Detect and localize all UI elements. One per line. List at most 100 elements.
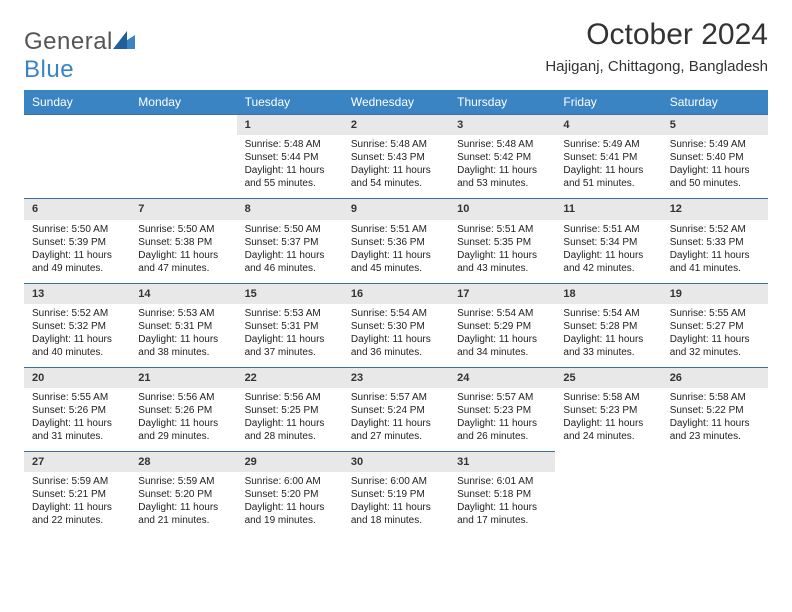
sunset-line: Sunset: 5:26 PM [32, 404, 122, 417]
day-cell: 6Sunrise: 5:50 AMSunset: 5:39 PMDaylight… [24, 199, 130, 283]
sunrise-value: 6:01 AM [497, 476, 534, 487]
daylight-line: Daylight: 11 hours and 31 minutes. [32, 417, 122, 443]
daylight-value: 11 hours and 37 minutes. [245, 334, 325, 358]
sunrise-line: Sunrise: 5:57 AM [351, 391, 441, 404]
sunset-line: Sunset: 5:19 PM [351, 488, 441, 501]
sunrise-value: 5:52 AM [709, 224, 746, 235]
day-number: 13 [24, 284, 130, 304]
day-number: 8 [237, 199, 343, 219]
sunset-line: Sunset: 5:43 PM [351, 151, 441, 164]
daylight-value: 11 hours and 24 minutes. [563, 418, 643, 442]
sunrise-value: 5:56 AM [178, 392, 215, 403]
day-cell: 3Sunrise: 5:48 AMSunset: 5:42 PMDaylight… [449, 115, 555, 199]
daylight-value: 11 hours and 22 minutes. [32, 502, 112, 526]
sunset-value: 5:20 PM [175, 489, 212, 500]
daylight-value: 11 hours and 55 minutes. [245, 165, 325, 189]
sunrise-value: 5:51 AM [497, 224, 534, 235]
page-title: October 2024 [545, 18, 768, 52]
empty-cell [555, 452, 661, 536]
day-entry: Sunrise: 5:48 AMSunset: 5:44 PMDaylight:… [237, 135, 343, 198]
day-entry: Sunrise: 5:55 AMSunset: 5:27 PMDaylight:… [662, 304, 768, 367]
sunset-value: 5:31 PM [281, 321, 318, 332]
day-entry: Sunrise: 5:50 AMSunset: 5:37 PMDaylight:… [237, 220, 343, 283]
daylight-line: Daylight: 11 hours and 55 minutes. [245, 164, 335, 190]
sunset-line: Sunset: 5:21 PM [32, 488, 122, 501]
sunrise-line: Sunrise: 5:56 AM [138, 391, 228, 404]
day-cell: 22Sunrise: 5:56 AMSunset: 5:25 PMDayligh… [237, 367, 343, 451]
sunset-line: Sunset: 5:23 PM [457, 404, 547, 417]
day-number: 26 [662, 368, 768, 388]
day-cell: 26Sunrise: 5:58 AMSunset: 5:22 PMDayligh… [662, 367, 768, 451]
sunset-value: 5:24 PM [388, 405, 425, 416]
daylight-value: 11 hours and 46 minutes. [245, 250, 325, 274]
sunrise-line: Sunrise: 5:53 AM [138, 307, 228, 320]
sunrise-value: 5:50 AM [284, 224, 321, 235]
sunrise-line: Sunrise: 5:48 AM [245, 138, 335, 151]
daylight-value: 11 hours and 43 minutes. [457, 250, 537, 274]
daylight-value: 11 hours and 34 minutes. [457, 334, 537, 358]
sunrise-value: 5:50 AM [71, 224, 108, 235]
day-entry: Sunrise: 5:48 AMSunset: 5:42 PMDaylight:… [449, 135, 555, 198]
daylight-value: 11 hours and 47 minutes. [138, 250, 218, 274]
day-entry: Sunrise: 5:58 AMSunset: 5:22 PMDaylight:… [662, 388, 768, 451]
sunrise-line: Sunrise: 5:59 AM [138, 475, 228, 488]
day-number: 4 [555, 115, 661, 135]
sunrise-line: Sunrise: 5:54 AM [563, 307, 653, 320]
day-entry: Sunrise: 5:50 AMSunset: 5:38 PMDaylight:… [130, 220, 236, 283]
day-number: 21 [130, 368, 236, 388]
sunrise-line: Sunrise: 5:50 AM [245, 223, 335, 236]
sunrise-value: 5:49 AM [709, 139, 746, 150]
daylight-value: 11 hours and 42 minutes. [563, 250, 643, 274]
daylight-line: Daylight: 11 hours and 46 minutes. [245, 249, 335, 275]
day-entry: Sunrise: 5:49 AMSunset: 5:40 PMDaylight:… [662, 135, 768, 198]
calendar-table: SundayMondayTuesdayWednesdayThursdayFrid… [24, 90, 768, 535]
sunrise-line: Sunrise: 5:49 AM [670, 138, 760, 151]
day-number: 10 [449, 199, 555, 219]
sunrise-value: 5:53 AM [284, 308, 321, 319]
sunrise-line: Sunrise: 5:52 AM [32, 307, 122, 320]
sunrise-line: Sunrise: 5:51 AM [457, 223, 547, 236]
day-number: 17 [449, 284, 555, 304]
day-cell: 19Sunrise: 5:55 AMSunset: 5:27 PMDayligh… [662, 283, 768, 367]
day-cell: 8Sunrise: 5:50 AMSunset: 5:37 PMDaylight… [237, 199, 343, 283]
sunrise-line: Sunrise: 5:55 AM [32, 391, 122, 404]
logo-word-2: Blue [24, 56, 74, 83]
sunrise-value: 5:54 AM [603, 308, 640, 319]
weekday-header: Wednesday [343, 90, 449, 115]
day-entry: Sunrise: 5:54 AMSunset: 5:30 PMDaylight:… [343, 304, 449, 367]
day-cell: 16Sunrise: 5:54 AMSunset: 5:30 PMDayligh… [343, 283, 449, 367]
logo-text: General Blue [24, 28, 135, 84]
sunrise-line: Sunrise: 5:59 AM [32, 475, 122, 488]
sunset-line: Sunset: 5:18 PM [457, 488, 547, 501]
daylight-line: Daylight: 11 hours and 53 minutes. [457, 164, 547, 190]
day-number: 14 [130, 284, 236, 304]
sunset-value: 5:26 PM [69, 405, 106, 416]
day-entry: Sunrise: 5:54 AMSunset: 5:29 PMDaylight:… [449, 304, 555, 367]
day-entry: Sunrise: 5:54 AMSunset: 5:28 PMDaylight:… [555, 304, 661, 367]
daylight-line: Daylight: 11 hours and 50 minutes. [670, 164, 760, 190]
day-entry: Sunrise: 5:55 AMSunset: 5:26 PMDaylight:… [24, 388, 130, 451]
day-entry: Sunrise: 5:53 AMSunset: 5:31 PMDaylight:… [130, 304, 236, 367]
sunrise-value: 5:48 AM [390, 139, 427, 150]
sunrise-line: Sunrise: 5:51 AM [351, 223, 441, 236]
daylight-value: 11 hours and 27 minutes. [351, 418, 431, 442]
sunset-value: 5:19 PM [388, 489, 425, 500]
daylight-line: Daylight: 11 hours and 42 minutes. [563, 249, 653, 275]
day-cell: 17Sunrise: 5:54 AMSunset: 5:29 PMDayligh… [449, 283, 555, 367]
weekday-header: Thursday [449, 90, 555, 115]
day-number: 9 [343, 199, 449, 219]
sunset-value: 5:23 PM [600, 405, 637, 416]
sunrise-line: Sunrise: 5:56 AM [245, 391, 335, 404]
day-cell: 25Sunrise: 5:58 AMSunset: 5:23 PMDayligh… [555, 367, 661, 451]
sunrise-line: Sunrise: 5:57 AM [457, 391, 547, 404]
sunset-value: 5:26 PM [175, 405, 212, 416]
daylight-value: 11 hours and 31 minutes. [32, 418, 112, 442]
day-cell: 31Sunrise: 6:01 AMSunset: 5:18 PMDayligh… [449, 452, 555, 536]
weekday-header: Sunday [24, 90, 130, 115]
sunrise-value: 5:48 AM [497, 139, 534, 150]
sunset-value: 5:42 PM [494, 152, 531, 163]
sunrise-line: Sunrise: 5:48 AM [351, 138, 441, 151]
day-cell: 7Sunrise: 5:50 AMSunset: 5:38 PMDaylight… [130, 199, 236, 283]
daylight-value: 11 hours and 26 minutes. [457, 418, 537, 442]
day-entry: Sunrise: 5:59 AMSunset: 5:21 PMDaylight:… [24, 472, 130, 535]
